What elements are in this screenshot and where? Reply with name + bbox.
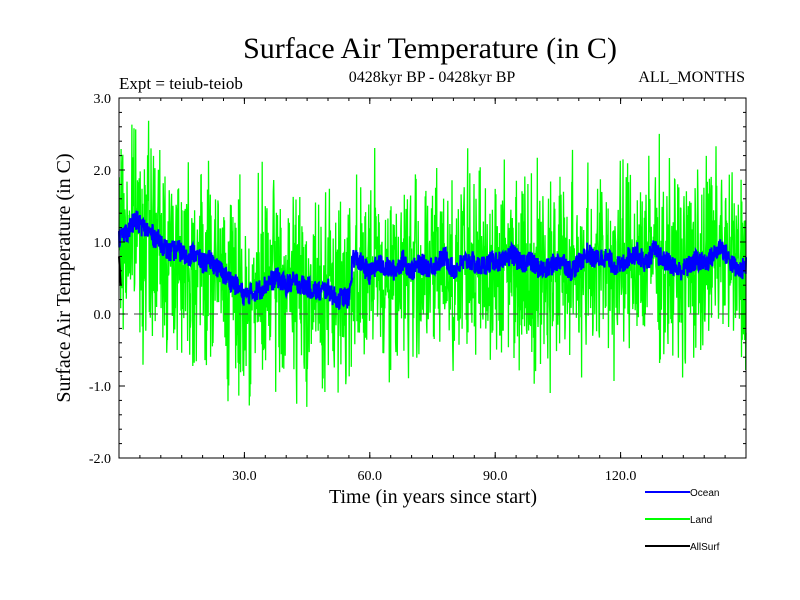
plot-area bbox=[118, 120, 747, 407]
x-tick-label: 120.0 bbox=[605, 469, 637, 484]
y-tick-label: 1.0 bbox=[94, 236, 112, 251]
x-tick-label: 30.0 bbox=[232, 469, 257, 484]
series-ocean-line bbox=[118, 210, 747, 311]
y-axis-label: Surface Air Temperature (in C) bbox=[53, 153, 75, 402]
x-tick-label: 60.0 bbox=[358, 469, 383, 484]
legend-label-land: Land bbox=[690, 515, 712, 526]
y-tick-label: -1.0 bbox=[89, 380, 111, 395]
x-axis: 30.0 60.0 90.0 120.0 bbox=[139, 98, 726, 484]
y-tick-label: -2.0 bbox=[89, 452, 111, 467]
x-axis-label: Time (in years since start) bbox=[329, 486, 537, 508]
legend: Ocean Land AllSurf bbox=[645, 488, 720, 553]
y-tick-label: 3.0 bbox=[94, 92, 112, 107]
y-tick-label: 0.0 bbox=[94, 308, 112, 323]
legend-label-allsurf: AllSurf bbox=[690, 542, 720, 553]
months-label: ALL_MONTHS bbox=[638, 69, 745, 86]
x-tick-label: 90.0 bbox=[483, 469, 508, 484]
y-tick-label: 2.0 bbox=[94, 164, 112, 179]
chart-title: Surface Air Temperature (in C) bbox=[243, 32, 617, 65]
series-land-line bbox=[118, 120, 747, 407]
chart-subtitle: 0428kyr BP - 0428kyr BP bbox=[349, 69, 516, 86]
expt-label: Expt = teiub-teiob bbox=[119, 74, 243, 93]
y-axis: -2.0 -1.0 0.0 1.0 2.0 3.0 bbox=[89, 92, 746, 467]
legend-label-ocean: Ocean bbox=[690, 488, 719, 499]
